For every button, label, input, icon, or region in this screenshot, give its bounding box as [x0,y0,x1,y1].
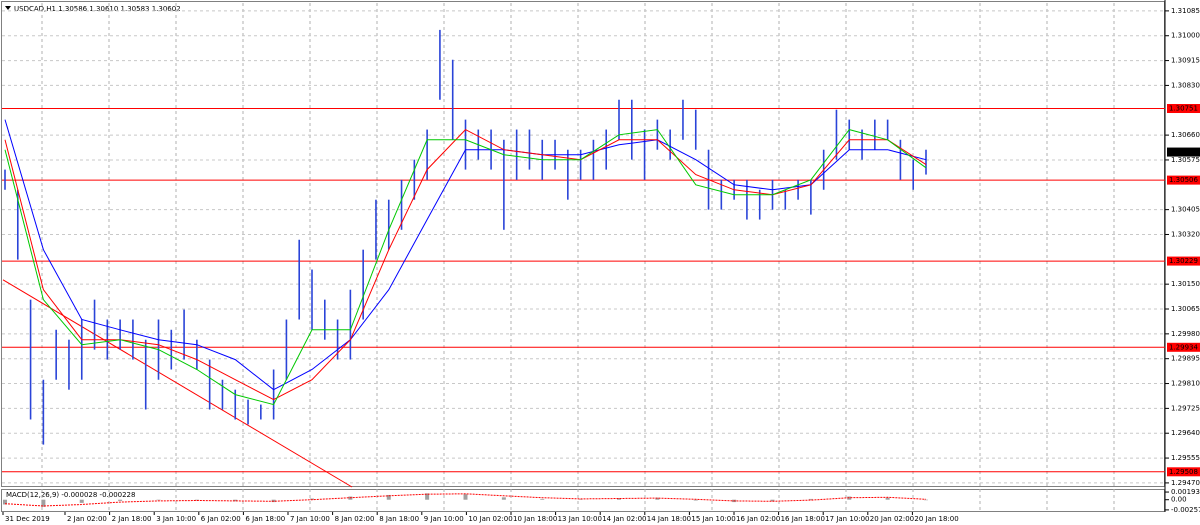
macd-y-tick-label: 0.00 [1171,496,1187,504]
x-tick-label: 16 Jan 02:00 [736,515,780,523]
y-tick-label: 1.30830 [1171,81,1200,89]
x-tick-label: 2 Jan 02:00 [67,515,107,523]
level-label: 1.30751 [1169,105,1198,113]
moving-average [4,129,927,406]
y-tick-label: 1.30320 [1171,230,1200,238]
x-tick-label: 14 Jan 18:00 [647,515,691,523]
x-tick-label: 13 Jan 10:00 [558,515,602,523]
y-tick-label: 1.29895 [1171,355,1200,363]
y-tick-label: 1.30150 [1171,280,1200,288]
x-tick-label: 7 Jan 10:00 [290,515,330,523]
level-label: 1.29934 [1169,343,1198,351]
macd-bar [885,497,890,500]
macd-bar [693,499,698,501]
y-tick-label: 1.29555 [1171,454,1200,462]
macd-bar [540,498,545,500]
x-tick-label: 2 Jan 18:00 [112,515,152,523]
x-tick-label: 9 Jan 10:00 [424,515,464,523]
macd-bar [425,493,430,500]
x-tick-label: 8 Jan 02:00 [335,515,375,523]
macd-bar [386,494,391,500]
y-tick-label: 1.29640 [1171,429,1200,437]
y-tick-label: 1.30915 [1171,57,1200,65]
macd-y-tick-label: -0.00257 [1171,506,1200,514]
y-tick-label: 1.30660 [1171,131,1200,139]
level-label-box [1167,342,1200,352]
x-tick-label: 15 Jan 10:00 [691,515,735,523]
x-tick-label: 31 Dec 2019 [5,515,50,523]
macd-bar [310,498,314,500]
macd-bar [501,497,506,500]
x-tick-label: 6 Jan 02:00 [201,515,241,523]
last-price-box [1167,147,1200,157]
moving-average [4,119,927,391]
x-tick-label: 20 Jan 02:00 [870,515,914,523]
level-label: 1.30229 [1169,257,1198,265]
level-label-box [1167,256,1200,266]
macd-bar [655,497,660,500]
y-tick-label: 1.31000 [1171,32,1200,40]
y-tick-label: 1.30575 [1171,156,1200,164]
macd-bar [233,499,238,502]
macd-bar [3,499,7,505]
macd-bar [924,499,928,501]
x-tick-label: 10 Jan 18:00 [513,515,557,523]
y-tick-label: 1.29725 [1171,404,1200,412]
x-tick-label: 14 Jan 02:00 [602,515,646,523]
macd-bar [41,499,46,507]
level-label: 1.30506 [1169,176,1198,184]
level-label-box [1167,175,1200,185]
x-tick-label: 16 Jan 18:00 [781,515,825,523]
chart-title: USDCAD,H1 1.30586 1.30610 1.30583 1.3060… [14,5,181,13]
macd-bar [617,498,621,500]
y-tick-label: 1.30405 [1171,206,1200,214]
macd-bar [118,499,123,501]
level-label: 1.29508 [1169,468,1198,476]
level-label-box [1167,467,1200,477]
y-tick-label: 1.30065 [1171,305,1200,313]
macd-bar [79,499,84,503]
macd-title: MACD(12,26,9) -0.000028 -0.000228 [6,491,135,499]
macd-bar [156,499,161,501]
x-tick-label: 8 Jan 18:00 [379,515,419,523]
macd-bar [770,499,775,502]
x-tick-label: 6 Jan 18:00 [245,515,285,523]
x-tick-label: 20 Jan 18:00 [914,515,958,523]
macd-bar [808,498,813,500]
y-tick-label: 1.29470 [1171,479,1200,487]
x-tick-label: 3 Jan 10:00 [156,515,196,523]
menu-arrow[interactable] [5,6,11,10]
level-label-box [1167,104,1200,114]
y-tick-label: 1.29980 [1171,330,1200,338]
macd-y-tick-label: 0.001935 [1171,488,1200,496]
macd-signal [4,493,927,507]
x-tick-label: 17 Jan 10:00 [825,515,869,523]
macd-bar [578,499,583,500]
y-tick-label: 1.29810 [1171,380,1200,388]
trendline [2,279,353,488]
y-tick-label: 1.31085 [1171,7,1200,15]
macd-bar [463,494,468,500]
x-tick-label: 10 Jan 02:00 [468,515,512,523]
last-price-label: 1.30602 [1169,148,1198,156]
